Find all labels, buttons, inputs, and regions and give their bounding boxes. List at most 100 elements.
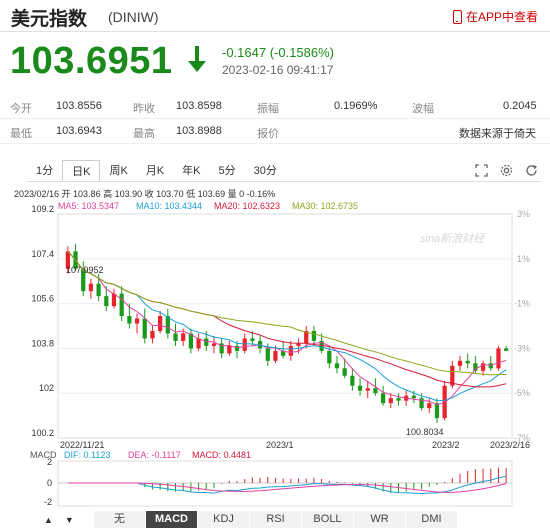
chart-tools: [475, 164, 538, 177]
candle-body: [188, 333, 193, 349]
tab-0[interactable]: 1分: [36, 165, 54, 177]
pan-up-icon[interactable]: ▲: [44, 514, 53, 525]
macd-legend-2: DEA: -0.1117: [128, 450, 181, 460]
quote-timestamp: 2023-02-16 09:41:17: [222, 63, 334, 77]
y-right-tick-label: 1%: [517, 254, 530, 264]
page-title: 美元指数: [11, 9, 88, 30]
ma-line-10: [67, 250, 507, 402]
candle-body: [381, 393, 386, 404]
period-tabs: 1分 日K 周K 月K 年K 5分 30分: [27, 160, 286, 182]
candle-body: [96, 283, 101, 297]
x-tick-label: 2023/2: [432, 440, 460, 450]
indicator-tab-1[interactable]: MACD: [146, 511, 198, 528]
stat-value: 103.8598: [176, 100, 222, 112]
expand-icon[interactable]: [475, 164, 488, 177]
data-source: 数据来源于倚天: [459, 128, 536, 140]
macd-legend-0: MACD: [30, 450, 57, 460]
stat-value: 0.1969%: [334, 100, 378, 112]
stat-label: 报价: [257, 128, 279, 140]
y-tick-label: 102: [39, 383, 54, 393]
ma-line-5: [67, 250, 507, 406]
candle-body: [88, 283, 94, 292]
indicator-tab-5[interactable]: WR: [354, 511, 406, 528]
candle-body: [419, 398, 424, 409]
open-in-app-link[interactable]: 在APP中查看: [452, 8, 538, 25]
candle-body: [365, 388, 370, 391]
candle-body: [211, 343, 217, 346]
ma-line-20: [67, 250, 507, 388]
candle-body: [496, 348, 501, 369]
candle-body: [227, 345, 232, 354]
indicator-tabs: ▲ ▼ 无 MACD KDJ RSI BOLL WR DMI: [0, 510, 550, 529]
candle-body: [450, 365, 455, 386]
candle-body: [104, 296, 109, 307]
refresh-icon[interactable]: [525, 164, 538, 177]
candle-body: [134, 318, 140, 324]
x-tick-label: 2023/1: [266, 440, 294, 450]
candle-body: [357, 385, 363, 391]
candle-body: [319, 340, 324, 351]
candle-body: [165, 316, 170, 334]
candle-body: [265, 348, 270, 361]
candle-body: [127, 316, 132, 324]
tab-1[interactable]: 日K: [62, 160, 101, 182]
tab-5[interactable]: 5分: [218, 165, 236, 177]
macd-legend-3: MACD: 0.4481: [192, 450, 251, 460]
stat-value: 103.6943: [56, 125, 102, 137]
candle-body: [465, 360, 470, 364]
indicator-tab-4[interactable]: BOLL: [302, 511, 354, 528]
stats-row-1: 今开 103.8556 昨收 103.8598 振幅 0.1969% 波幅 0.…: [0, 95, 550, 119]
candle-body: [327, 350, 332, 364]
x-tick-label: 2022/11/21: [60, 440, 104, 450]
macd-legend-1: DIF: 0.1123: [64, 450, 110, 460]
tab-2[interactable]: 周K: [109, 165, 128, 177]
current-price: 103.6951: [10, 40, 173, 82]
page-header: 美元指数 (DINIW) 在APP中查看: [0, 0, 550, 32]
candle-body: [242, 338, 247, 351]
tab-3[interactable]: 月K: [145, 165, 165, 177]
candle-body: [65, 251, 70, 269]
candle-body: [396, 398, 401, 401]
indicator-tab-2[interactable]: KDJ: [198, 511, 250, 528]
ma-legend-3: MA30: 102.6735: [292, 201, 358, 211]
candle-body: [173, 333, 178, 341]
symbol-code: (DINIW): [108, 9, 159, 25]
tab-6[interactable]: 30分: [253, 165, 277, 177]
candle-body: [373, 388, 378, 394]
macd-y-tick: 0: [47, 478, 52, 488]
candle-body: [334, 363, 340, 369]
y-tick-label: 107.4: [31, 249, 54, 259]
candle-body: [504, 348, 509, 351]
indicator-tab-6[interactable]: DMI: [406, 511, 458, 528]
candle-body: [273, 350, 278, 361]
candle-body: [196, 338, 201, 349]
candle-body: [311, 330, 317, 341]
tab-4[interactable]: 年K: [182, 165, 201, 177]
low-annotation: 100.8034: [406, 427, 444, 437]
indicator-tab-3[interactable]: RSI: [250, 511, 302, 528]
stat-label: 最高: [133, 128, 155, 140]
indicator-tab-0[interactable]: 无: [94, 511, 146, 528]
ma-legend-1: MA10: 103.4344: [136, 201, 202, 211]
arrow-down-icon: [188, 46, 206, 72]
ohlc-readout: 2023/02/16 开 103.86 高 103.90 收 103.70 低 …: [14, 188, 275, 199]
header-divider: [0, 31, 550, 32]
pan-down-icon[interactable]: ▼: [64, 514, 74, 525]
candle-body: [219, 343, 224, 354]
stat-value: 103.8556: [56, 100, 102, 112]
dea-line: [67, 482, 507, 493]
candle-body: [350, 375, 355, 386]
y-tick-label: 105.6: [31, 294, 54, 304]
y-right-tick-label: -5%: [514, 388, 530, 398]
candlestick-chart[interactable]: 2023/02/16 开 103.86 高 103.90 收 103.70 低 …: [0, 184, 550, 510]
price-change: -0.1647 (-0.1586%): [222, 45, 335, 60]
candle-body: [142, 318, 147, 339]
candle-body: [473, 363, 478, 371]
ma-legend-0: MA5: 103.5347: [58, 201, 119, 211]
high-annotation: 107.9952: [66, 265, 104, 275]
open-in-app-label: 在APP中查看: [465, 10, 538, 24]
stat-value: 103.8988: [176, 125, 222, 137]
stat-value: 0.2045: [503, 100, 537, 112]
y-tick-label: 103.8: [31, 338, 54, 348]
settings-icon[interactable]: [500, 164, 513, 177]
